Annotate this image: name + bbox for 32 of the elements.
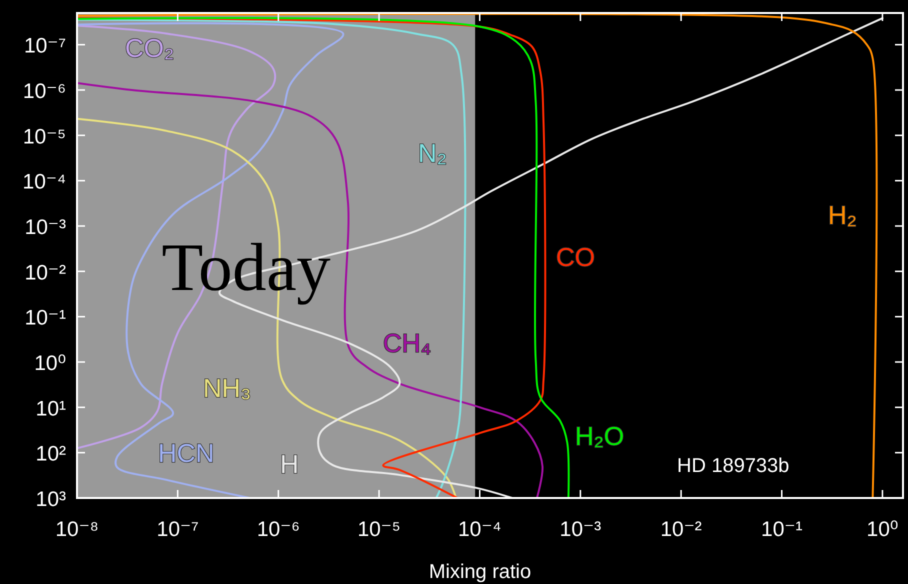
y-tick-label: 10² [36, 442, 66, 466]
y-tick-label: 10⁻⁷ [24, 34, 66, 58]
x-axis-title: Mixing ratio [428, 561, 532, 583]
y-tick-label: 10³ [36, 488, 66, 511]
x-tick-label: 10⁻⁴ [458, 518, 502, 541]
series-label: CO [556, 242, 595, 272]
y-tick-label: 10¹ [36, 397, 66, 420]
y-tick-label: 10⁰ [34, 352, 66, 376]
series-label: HCN [158, 438, 214, 468]
y-tick-label: 10⁻⁶ [22, 80, 66, 104]
band-label: Today [162, 229, 331, 305]
x-tick-label: 10⁰ [866, 518, 898, 541]
y-tick-label: 10⁻² [24, 261, 66, 284]
annotation: HD 189733b [677, 455, 790, 477]
y-tick-label: 10⁻¹ [24, 306, 66, 330]
series-label: H₂O [575, 421, 624, 451]
x-tick-label: 10⁻¹ [761, 518, 802, 541]
x-tick-label: 10⁻⁷ [156, 518, 199, 541]
x-tick-label: 10⁻⁵ [357, 518, 401, 541]
x-tick-label: 10⁻² [660, 518, 702, 541]
series-label: CH₄ [383, 328, 432, 358]
x-tick-label: 10⁻⁶ [256, 518, 300, 541]
x-tick-label: 10⁻³ [560, 518, 602, 541]
x-tick-label: 10⁻⁸ [55, 518, 99, 541]
series-label: H₂ [828, 200, 857, 230]
series-label: N₂ [418, 138, 447, 168]
y-tick-label: 10⁻⁴ [22, 170, 66, 194]
series-label: H [280, 449, 299, 479]
y-tick-label: 10⁻⁵ [22, 125, 66, 148]
y-tick-label: 10⁻³ [24, 216, 66, 240]
series-label: NH₃ [203, 373, 252, 403]
series-label: CO₂ [125, 33, 174, 63]
